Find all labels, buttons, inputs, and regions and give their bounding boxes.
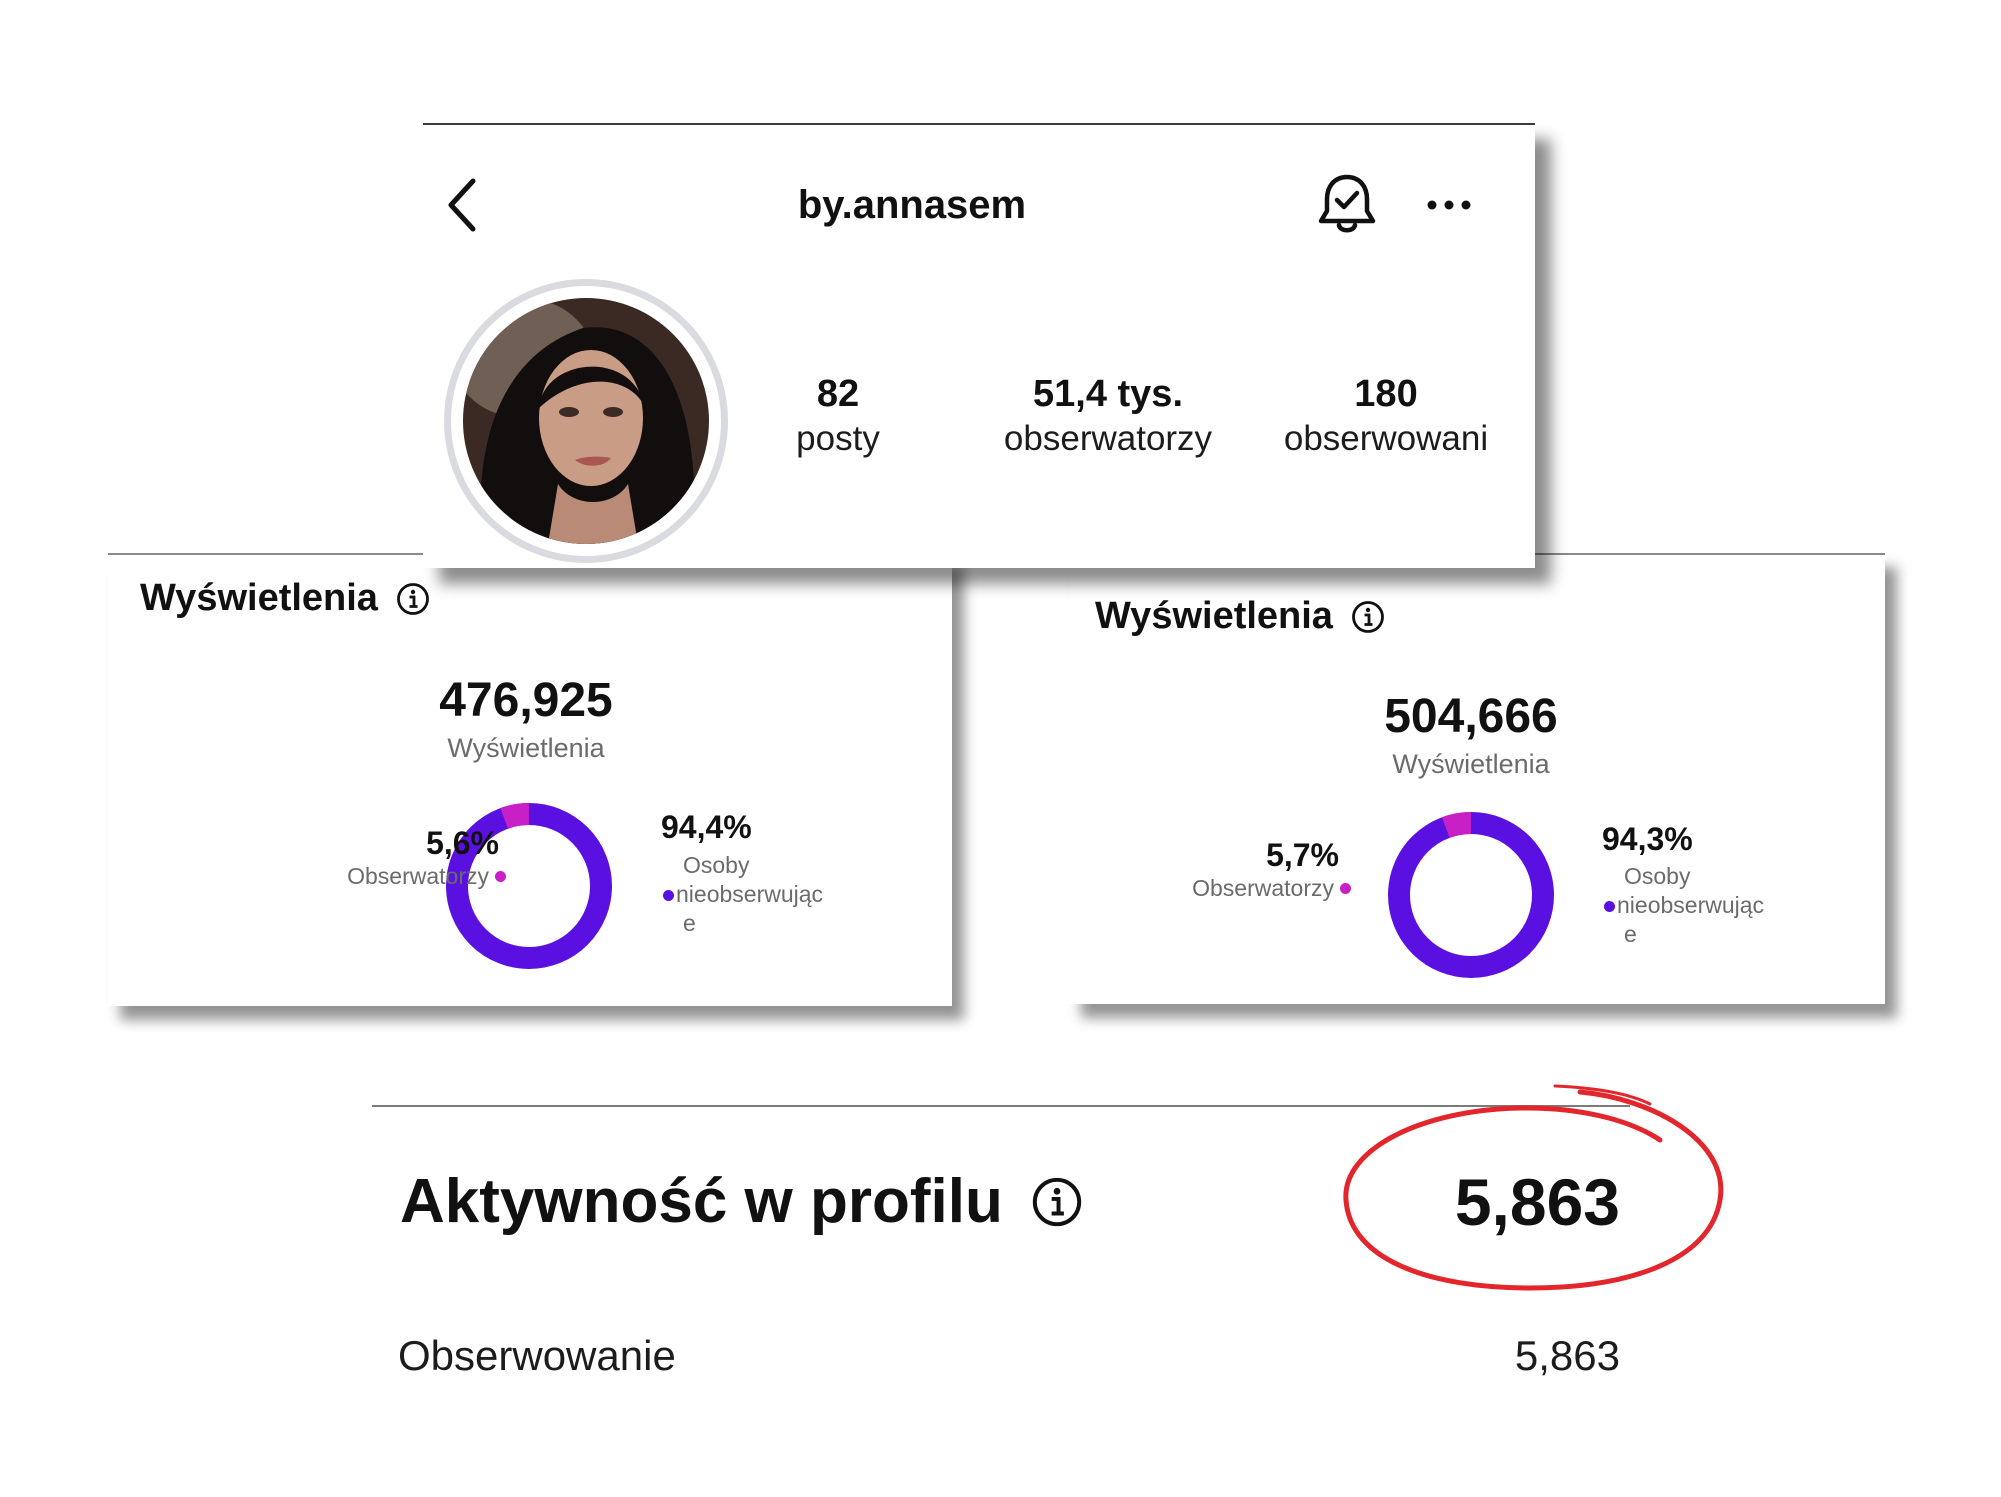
activity-row-label: Obserwowanie (398, 1332, 676, 1379)
views-title: Wyświetlenia (140, 577, 430, 620)
views-total-label: Wyświetlenia (447, 733, 605, 763)
views-total: 504,666 (1384, 690, 1558, 743)
stat-posts-label: posty (796, 419, 880, 458)
nonfollowers-legend-line-2: nieobserwując (1617, 892, 1765, 918)
info-icon[interactable] (1031, 1176, 1083, 1228)
stat-followers-label: obserwatorzy (1003, 419, 1213, 458)
avatar (463, 298, 709, 544)
activity-title: Aktywność w profilu (400, 1166, 1083, 1237)
more-horizontal-icon[interactable] (1426, 190, 1472, 220)
stat-followers[interactable]: 51,4 tys. obserwatorzy (968, 371, 1248, 461)
profile-username: by.annasem (797, 183, 1027, 227)
chevron-left-icon[interactable] (445, 175, 481, 235)
followers-pct: 5,6% (313, 825, 499, 862)
nonfollowers-pct: 94,4% (661, 809, 752, 845)
nonfollowers-legend: Osoby nieobserwując e (1604, 862, 1764, 949)
followers-legend-label: Obserwatorzy (1192, 875, 1334, 901)
stat-following[interactable]: 180 obserwowani (1251, 371, 1521, 461)
nonfollowers-pct: 94,3% (1602, 821, 1693, 857)
stat-following-label: obserwowani (1283, 419, 1489, 458)
activity-title-text: Aktywność w profilu (400, 1167, 1003, 1236)
nonfollowers-legend-line-3: e (1624, 921, 1637, 947)
views-donut-chart (1388, 812, 1554, 978)
stat-followers-value: 51,4 tys. (1033, 373, 1183, 415)
views-card-left: Wyświetlenia 476,925 Wyświetlenia 5,6% O… (108, 553, 952, 1006)
followers-pct: 5,7% (1266, 837, 1339, 873)
views-card-right: Wyświetlenia 504,666 Wyświetlenia 5,7% O… (1069, 553, 1885, 1004)
followers-pct-text: 5,6% (426, 825, 499, 861)
info-icon[interactable] (396, 582, 430, 616)
followers-legend-dot (495, 871, 506, 882)
avatar-ring[interactable] (444, 279, 728, 563)
nonfollowers-legend-line-1: Osoby (1624, 863, 1691, 889)
nonfollowers-legend-dot (663, 890, 674, 902)
info-icon[interactable] (1351, 600, 1385, 634)
profile-header-card: by.annasem 82 posty 51,4 tys. obserw (423, 123, 1535, 568)
stat-posts[interactable]: 82 posty (763, 371, 913, 461)
views-title: Wyświetlenia (1095, 595, 1385, 638)
followers-legend-label: Obserwatorzy (347, 863, 489, 889)
bell-check-icon[interactable] (1316, 173, 1378, 237)
nonfollowers-legend-dot (1604, 901, 1615, 913)
section-divider (372, 1105, 1630, 1107)
nonfollowers-legend-line-2: nieobserwując (676, 881, 824, 907)
followers-legend-dot (1340, 883, 1351, 894)
donut-followers-arc (1388, 812, 1554, 978)
nonfollowers-legend: Osoby nieobserwując e (663, 851, 823, 938)
nonfollowers-legend-line-3: e (683, 910, 696, 936)
views-title-text: Wyświetlenia (1095, 595, 1333, 637)
views-total-label: Wyświetlenia (1392, 749, 1550, 779)
activity-total: 5,863 (1454, 1165, 1620, 1239)
views-title-text: Wyświetlenia (140, 577, 378, 619)
views-total: 476,925 (439, 674, 613, 727)
stat-posts-value: 82 (816, 373, 860, 415)
stat-following-value: 180 (1354, 373, 1418, 415)
annotation-circle (1343, 1084, 1724, 1291)
views-donut-chart (446, 803, 612, 969)
followers-legend: Obserwatorzy (216, 863, 506, 890)
followers-legend: Obserwatorzy (1069, 875, 1351, 902)
activity-row-value: 5,863 (1514, 1332, 1620, 1379)
donut-nonfollowers-arc (1388, 812, 1554, 978)
nonfollowers-legend-line-1: Osoby (683, 852, 750, 878)
